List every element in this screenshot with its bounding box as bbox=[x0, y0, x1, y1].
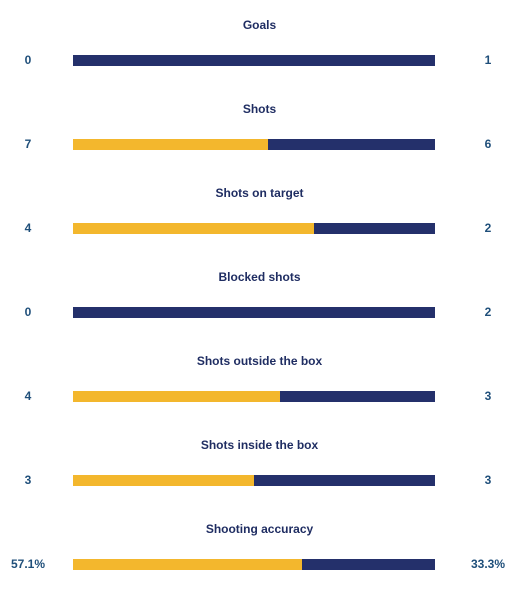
away-value: 3 bbox=[484, 389, 492, 403]
stat-label: Shots inside the box bbox=[200, 438, 319, 452]
away-value: 33.3% bbox=[470, 557, 506, 571]
home-bar-segment bbox=[73, 223, 315, 234]
home-bar-segment bbox=[73, 475, 254, 486]
stat-label: Shots bbox=[242, 102, 277, 116]
home-bar-segment bbox=[73, 391, 280, 402]
comparison-bar bbox=[73, 559, 435, 570]
home-value: 3 bbox=[24, 473, 32, 487]
stat-row-shots-on-target: Shots on target 4 2 bbox=[0, 174, 519, 258]
comparison-bar bbox=[73, 391, 435, 402]
home-bar-segment bbox=[73, 139, 268, 150]
comparison-bar bbox=[73, 475, 435, 486]
stat-row-shots-inside-box: Shots inside the box 3 3 bbox=[0, 426, 519, 510]
home-value: 57.1% bbox=[10, 557, 46, 571]
stat-label: Shots on target bbox=[215, 186, 304, 200]
away-value: 3 bbox=[484, 473, 492, 487]
away-value: 6 bbox=[484, 137, 492, 151]
home-value: 0 bbox=[24, 53, 32, 67]
away-value: 1 bbox=[484, 53, 492, 67]
stat-label: Shots outside the box bbox=[196, 354, 323, 368]
stat-row-goals: Goals 0 1 bbox=[0, 6, 519, 90]
away-value: 2 bbox=[484, 221, 492, 235]
stat-row-shooting-accuracy: Shooting accuracy 57.1% 33.3% bbox=[0, 510, 519, 594]
stat-label: Blocked shots bbox=[218, 270, 301, 284]
away-value: 2 bbox=[484, 305, 492, 319]
comparison-bar bbox=[73, 223, 435, 234]
home-value: 4 bbox=[24, 221, 32, 235]
stat-row-shots: Shots 7 6 bbox=[0, 90, 519, 174]
comparison-bar bbox=[73, 139, 435, 150]
stat-row-blocked-shots: Blocked shots 0 2 bbox=[0, 258, 519, 342]
home-value: 7 bbox=[24, 137, 32, 151]
stat-label: Shooting accuracy bbox=[205, 522, 314, 536]
home-bar-segment bbox=[73, 559, 302, 570]
comparison-bar bbox=[73, 55, 435, 66]
comparison-bar bbox=[73, 307, 435, 318]
stat-row-shots-outside-box: Shots outside the box 4 3 bbox=[0, 342, 519, 426]
stat-label: Goals bbox=[242, 18, 277, 32]
home-value: 4 bbox=[24, 389, 32, 403]
home-value: 0 bbox=[24, 305, 32, 319]
